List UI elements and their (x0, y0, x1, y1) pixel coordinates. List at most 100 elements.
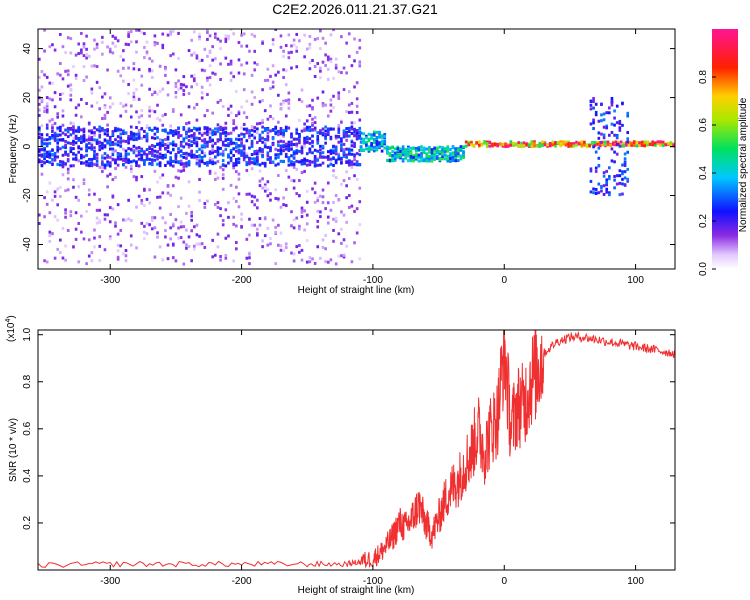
spectrogram-cell (80, 161, 83, 165)
spectrogram-cell (66, 158, 70, 162)
spectrogram-cell (435, 146, 439, 150)
spectrogram-cell (224, 34, 228, 38)
spectrogram-cell (43, 148, 46, 152)
spectrogram-cell (169, 237, 172, 241)
spectrogram-cell (185, 228, 188, 232)
spectrogram-cell (74, 156, 78, 160)
spectrogram-cell (82, 45, 86, 49)
spectrogram-cell (132, 67, 136, 71)
spectrogram-cell (626, 111, 630, 115)
spectrogram-cell (82, 129, 86, 133)
spectrogram-cell (250, 167, 254, 171)
spectrogram-cell (250, 223, 254, 227)
spectrogram-cell (248, 160, 251, 164)
spectrogram-cell (345, 160, 348, 164)
spectrogram-cell (242, 127, 246, 131)
spectrogram-cell (90, 104, 94, 108)
spectrogram-cell (451, 151, 455, 155)
spectrogram-cell (237, 144, 241, 148)
spectrogram-cell (53, 151, 57, 155)
spectrogram-cell (108, 135, 112, 139)
spectrogram-cell (321, 151, 325, 155)
spectrogram-cell (355, 177, 359, 181)
spectrogram-cell (340, 148, 343, 152)
spectrogram-cell (475, 141, 478, 145)
spectrogram-cell (618, 181, 622, 185)
spectrogram-cell (116, 140, 120, 144)
spectrogram-cell (203, 69, 207, 73)
spectrogram-cell (256, 152, 259, 156)
spectrogram-cell (190, 135, 193, 139)
spectrogram-cell (435, 148, 439, 152)
spectrogram-cell (375, 130, 379, 134)
spectrogram-cell (422, 148, 426, 152)
spectrogram-cell (192, 153, 196, 157)
spectrogram-cell (295, 142, 299, 146)
spectrogram-cell (124, 218, 128, 222)
spectrogram-cell (365, 134, 368, 138)
spectrogram-cell (375, 148, 379, 152)
spectrogram-cell (386, 159, 389, 163)
spectrogram-cell (206, 31, 209, 35)
spectrogram-cell (499, 142, 502, 146)
spectrogram-cell (355, 104, 359, 108)
spectrogram-cell (187, 145, 191, 149)
spectrogram-cell (303, 128, 306, 132)
spectrogram-cell (177, 31, 180, 35)
spectrogram-cell (292, 259, 296, 263)
spectrogram-cell (229, 62, 233, 66)
spectrogram-cell (156, 180, 159, 184)
spectrogram-cell (219, 214, 222, 218)
spectrogram-cell (358, 134, 362, 138)
spectrogram-cell (605, 124, 609, 128)
spectrogram-cell (40, 138, 44, 142)
spectrogram-cell (221, 219, 225, 223)
spectrogram-cell (122, 252, 125, 256)
spectrogram-cell (90, 135, 94, 139)
spectrogram-cell (572, 142, 576, 146)
spectrogram-cell (219, 136, 222, 140)
spectrogram-cell (548, 142, 552, 146)
spectrogram-cell (623, 163, 627, 167)
spectrogram-cell (95, 42, 99, 46)
spectrogram-cell (80, 48, 83, 52)
spectrogram-cell (77, 130, 81, 134)
spectrogram-cell (227, 132, 230, 136)
spectrogram-cell (127, 217, 130, 221)
spectrogram-cell (669, 143, 673, 147)
spectrogram-cell (224, 39, 228, 43)
spectrogram-cell (551, 143, 555, 147)
spectrogram-cell (190, 129, 193, 133)
spectrogram-cell (114, 44, 117, 48)
spectrogram-cell (298, 141, 301, 145)
spectrogram-cell (428, 155, 431, 159)
spectrogram-cell (153, 90, 157, 94)
colorbar: 0.00.20.40.60.8 Normalized spectral ampl… (698, 29, 749, 276)
spectrogram-cell (365, 143, 368, 147)
spectrogram-cell (198, 127, 201, 131)
spectrogram-cell (359, 131, 363, 135)
spectrogram-cell (250, 142, 254, 146)
spectrogram-cell (56, 138, 60, 142)
spectrogram-cell (290, 134, 293, 138)
spectrogram-cell (85, 149, 88, 153)
spectrogram-cell (316, 245, 320, 249)
spectrogram-cell (229, 59, 233, 63)
spectrogram-cell (269, 114, 272, 118)
spectrogram-cell (350, 64, 354, 68)
spectrogram-cell (245, 161, 249, 165)
spectrogram-cell (580, 143, 584, 147)
spectrogram-cell (606, 140, 610, 144)
spectrogram-cell (290, 147, 293, 151)
spectrogram-cell (488, 144, 492, 148)
spectrogram-cell (153, 144, 157, 148)
spectrogram-cell (355, 129, 359, 133)
spectrogram-cell (59, 147, 62, 151)
spectrogram-cell (353, 142, 356, 146)
spectrogram-cell (82, 42, 86, 46)
spectrogram-cell (342, 179, 346, 183)
y-multiplier-label: (x104) (5, 315, 17, 342)
spectrogram-cell (208, 169, 212, 173)
spectrogram-cell (353, 241, 356, 245)
spectrogram-cell (279, 151, 283, 155)
